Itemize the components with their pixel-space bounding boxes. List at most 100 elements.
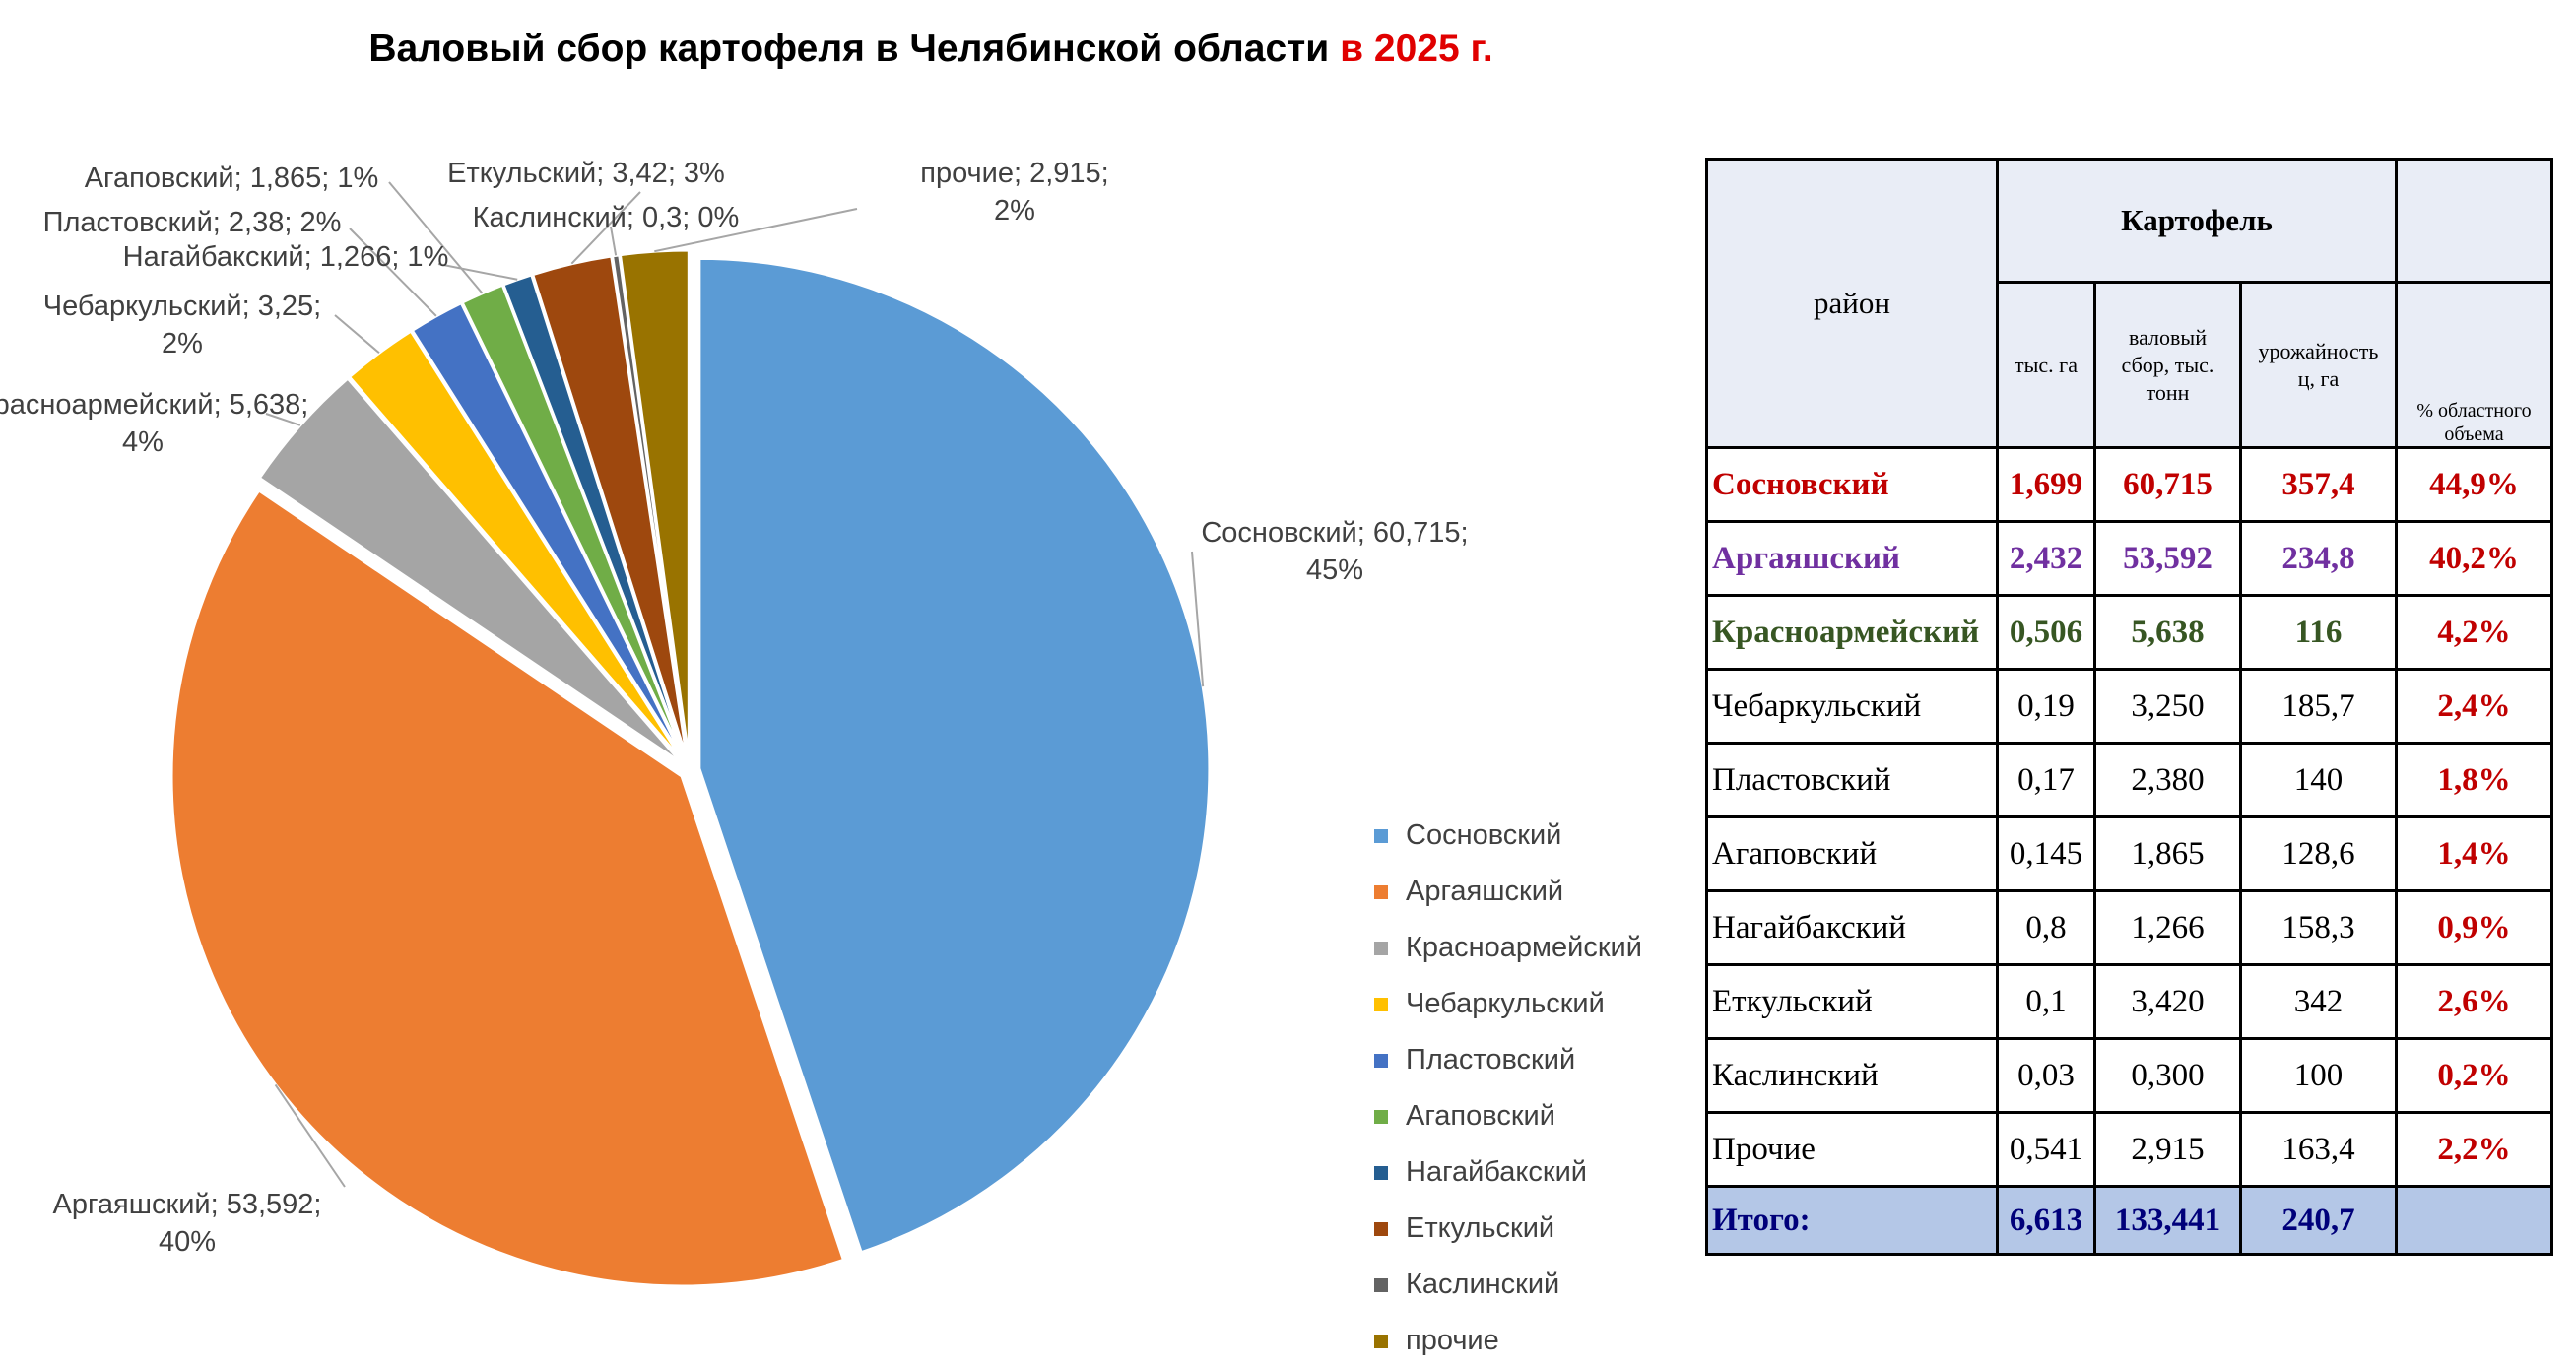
legend-item-4: Пластовский bbox=[1374, 1032, 1642, 1088]
chart-title: Валовый сбор картофеля в Челябинской обл… bbox=[368, 28, 1493, 70]
leader-line-5 bbox=[388, 181, 484, 294]
cell-harvest: 1,266 bbox=[2093, 889, 2242, 966]
legend-swatch bbox=[1374, 1334, 1388, 1348]
header-area: тыс. га bbox=[1996, 281, 2096, 449]
pie-chart: Сосновский; 60,715; 45% Аргаяшский; 53,592… bbox=[0, 158, 1469, 1288]
legend-item-6: Нагайбакский bbox=[1374, 1144, 1642, 1201]
cell-name: Итого: bbox=[1705, 1185, 1999, 1256]
cell-harvest: 1,865 bbox=[2093, 815, 2242, 892]
legend-swatch bbox=[1374, 1221, 1388, 1236]
legend-swatch bbox=[1374, 884, 1388, 899]
legend-item-0: Сосновский bbox=[1374, 808, 1642, 864]
data-label-7: Еткульский; 3,42; 3% bbox=[447, 158, 725, 189]
header-share: % областного объема bbox=[2395, 281, 2553, 449]
cell-area: 0,506 bbox=[1996, 594, 2096, 671]
table-body: Сосновский 1,699 60,715 357,4 44,9% Аргаяшски… bbox=[1705, 446, 2553, 1256]
cell-area: 0,541 bbox=[1996, 1111, 2096, 1188]
legend-item-9: прочие bbox=[1374, 1313, 1642, 1369]
cell-harvest: 53,592 bbox=[2093, 520, 2242, 597]
table-row: Прочие 0,541 2,915 163,4 2,2% bbox=[1705, 1111, 2553, 1188]
legend-swatch bbox=[1374, 1053, 1388, 1068]
cell-harvest: 3,420 bbox=[2093, 963, 2242, 1040]
cell-yield: 342 bbox=[2239, 963, 2398, 1040]
legend-swatch bbox=[1374, 1277, 1388, 1292]
leader-line-2 bbox=[265, 413, 301, 426]
pie-slice-0 bbox=[697, 256, 1212, 1255]
data-labels: Сосновский; 60,715; 45% Аргаяшский; 53,592… bbox=[0, 158, 1469, 1258]
legend-label: Каслинский bbox=[1406, 1269, 1560, 1300]
cell-share: 4,2% bbox=[2395, 594, 2553, 671]
cell-share: 1,4% bbox=[2395, 815, 2553, 892]
table-row: Чебаркульский 0,19 3,250 185,7 2,4% bbox=[1705, 668, 2553, 745]
data-label-0: Сосновский; 60,715; 45% bbox=[1201, 517, 1468, 586]
data-label-1: Аргаяшский; 53,592; 40% bbox=[53, 1189, 322, 1258]
table-row: Агаповский 0,145 1,865 128,6 1,4% bbox=[1705, 815, 2553, 892]
cell-share: 2,4% bbox=[2395, 668, 2553, 745]
cell-share: 2,6% bbox=[2395, 963, 2553, 1040]
cell-name: Нагайбакский bbox=[1705, 889, 1999, 966]
cell-yield: 128,6 bbox=[2239, 815, 2398, 892]
leader-line-3 bbox=[334, 314, 380, 355]
data-table: район Картофель тыс. га валовый сбор, тыс… bbox=[1705, 158, 2553, 1256]
legend-label: Нагайбакский bbox=[1406, 1156, 1588, 1188]
cell-area: 0,19 bbox=[1996, 668, 2096, 745]
legend-item-7: Еткульский bbox=[1374, 1201, 1642, 1257]
cell-area: 0,03 bbox=[1996, 1037, 2096, 1114]
legend-item-5: Агаповский bbox=[1374, 1088, 1642, 1144]
leader-line-6 bbox=[437, 263, 518, 281]
legend-item-3: Чебаркульский bbox=[1374, 976, 1642, 1032]
leader-line-9 bbox=[654, 208, 858, 253]
legend-label: Аргаяшский bbox=[1406, 876, 1564, 907]
cell-area: 2,432 bbox=[1996, 520, 2096, 597]
cell-share: 0,9% bbox=[2395, 889, 2553, 966]
cell-yield: 240,7 bbox=[2239, 1185, 2398, 1256]
table-row: Аргаяшский 2,432 53,592 234,8 40,2% bbox=[1705, 520, 2553, 597]
cell-yield: 234,8 bbox=[2239, 520, 2398, 597]
cell-yield: 158,3 bbox=[2239, 889, 2398, 966]
cell-share: 0,2% bbox=[2395, 1037, 2553, 1114]
legend-label: Агаповский bbox=[1406, 1100, 1555, 1132]
cell-yield: 163,4 bbox=[2239, 1111, 2398, 1188]
pie-slices bbox=[169, 248, 1212, 1288]
cell-yield: 185,7 bbox=[2239, 668, 2398, 745]
table-row: Нагайбакский 0,8 1,266 158,3 0,9% bbox=[1705, 889, 2553, 966]
leader-line-4 bbox=[349, 228, 437, 317]
legend-label: Чебаркульский bbox=[1406, 988, 1605, 1019]
cell-harvest: 2,380 bbox=[2093, 742, 2242, 818]
legend-label: Красноармейский bbox=[1406, 932, 1642, 963]
cell-area: 0,145 bbox=[1996, 815, 2096, 892]
cell-name: Агаповский bbox=[1705, 815, 1999, 892]
cell-harvest: 60,715 bbox=[2093, 446, 2242, 523]
leader-lines bbox=[265, 181, 1205, 1188]
cell-share: 1,8% bbox=[2395, 742, 2553, 818]
cell-area: 6,613 bbox=[1996, 1185, 2096, 1256]
legend-label: Еткульский bbox=[1406, 1212, 1555, 1244]
cell-area: 0,17 bbox=[1996, 742, 2096, 818]
legend-swatch bbox=[1374, 941, 1388, 955]
cell-name: Чебаркульский bbox=[1705, 668, 1999, 745]
cell-name: Аргаяшский bbox=[1705, 520, 1999, 597]
cell-yield: 100 bbox=[2239, 1037, 2398, 1114]
cell-name: Сосновский bbox=[1705, 446, 1999, 523]
chart-title-year: в 2025 г. bbox=[1340, 28, 1493, 70]
table-row: Каслинский 0,03 0,300 100 0,2% bbox=[1705, 1037, 2553, 1114]
leader-line-8 bbox=[610, 226, 618, 256]
header-yield: урожайность ц, га bbox=[2239, 281, 2398, 449]
cell-area: 0,1 bbox=[1996, 963, 2096, 1040]
cell-name: Еткульский bbox=[1705, 963, 1999, 1040]
cell-share: 2,2% bbox=[2395, 1111, 2553, 1188]
cell-area: 1,699 bbox=[1996, 446, 2096, 523]
header-harvest: валовый сбор, тыс. тонн bbox=[2093, 281, 2242, 449]
data-label-9: прочие; 2,915; 2% bbox=[920, 158, 1109, 227]
cell-area: 0,8 bbox=[1996, 889, 2096, 966]
cell-harvest: 2,915 bbox=[2093, 1111, 2242, 1188]
table-row-total: Итого: 6,613 133,441 240,7 bbox=[1705, 1185, 2553, 1256]
cell-yield: 140 bbox=[2239, 742, 2398, 818]
cell-name: Пластовский bbox=[1705, 742, 1999, 818]
cell-yield: 357,4 bbox=[2239, 446, 2398, 523]
cell-name: Красноармейский bbox=[1705, 594, 1999, 671]
legend-swatch bbox=[1374, 997, 1388, 1011]
legend-label: Пластовский bbox=[1406, 1044, 1576, 1076]
table-row: Пластовский 0,17 2,380 140 1,8% bbox=[1705, 742, 2553, 818]
legend-swatch bbox=[1374, 1165, 1388, 1180]
